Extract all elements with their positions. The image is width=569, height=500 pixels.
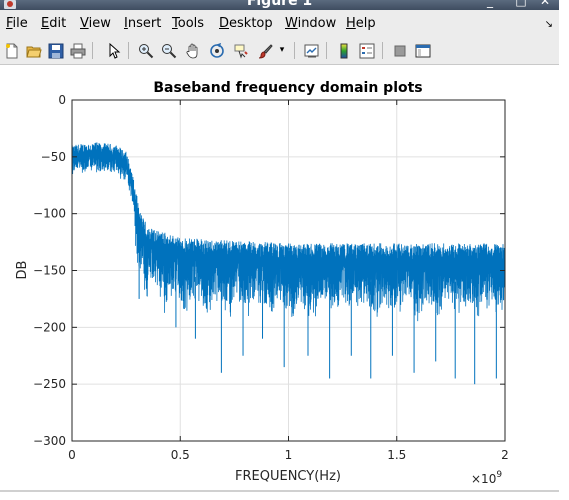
x-tick-label: 0.5 bbox=[171, 448, 190, 462]
zoom-out-icon[interactable] bbox=[159, 41, 178, 60]
edit-plot-arrow-icon[interactable] bbox=[104, 41, 123, 60]
menubar: File Edit View Insert Tools Desktop Wind… bbox=[0, 10, 559, 37]
y-tick-label: −200 bbox=[33, 320, 66, 334]
data-layer bbox=[71, 142, 506, 385]
x-exponent-label: ×109 bbox=[471, 470, 502, 486]
show-plot-tools-icon[interactable] bbox=[413, 41, 432, 60]
y-tick-label: −300 bbox=[33, 434, 66, 448]
figure-toolbar: ▾ bbox=[0, 37, 559, 65]
plot-title: Baseband frequency domain plots bbox=[153, 80, 422, 96]
pan-hand-icon[interactable] bbox=[183, 41, 202, 60]
x-tick-label: 1.5 bbox=[387, 448, 406, 462]
colorbar-icon[interactable] bbox=[334, 41, 353, 60]
menu-tools[interactable]: Tools bbox=[172, 16, 205, 31]
window-titlebar: Figure 1 _ □ ✕ bbox=[0, 0, 559, 10]
menu-window[interactable]: Window bbox=[285, 16, 337, 31]
maximize-icon[interactable]: □ bbox=[515, 0, 527, 8]
spectrum-trace bbox=[71, 142, 506, 322]
minimize-icon[interactable]: _ bbox=[487, 0, 493, 8]
undock-arrow-icon[interactable]: ↘ bbox=[544, 19, 553, 30]
menu-insert[interactable]: Insert bbox=[124, 16, 162, 31]
window-bottom-edge bbox=[0, 490, 559, 492]
y-tick-label: 0 bbox=[58, 93, 66, 107]
brush-icon[interactable] bbox=[256, 41, 275, 60]
zoom-in-icon[interactable] bbox=[136, 41, 155, 60]
new-figure-icon[interactable] bbox=[2, 41, 21, 60]
figure-canvas[interactable]: 0 0.5 1 1.5 2 0 −50 −100 −150 −200 −250 −300 Baseba… bbox=[0, 65, 559, 496]
x-tick-label: 0 bbox=[68, 448, 76, 462]
y-tick-label: −150 bbox=[33, 264, 66, 278]
y-tick-label: −250 bbox=[33, 377, 66, 391]
print-icon[interactable] bbox=[68, 41, 87, 60]
menu-file[interactable]: File bbox=[6, 16, 28, 31]
menu-view[interactable]: View bbox=[80, 16, 111, 31]
x-tick-label: 2 bbox=[501, 448, 509, 462]
link-plot-icon[interactable] bbox=[302, 41, 321, 60]
x-axis-label: FREQUENCY(Hz) bbox=[235, 469, 341, 484]
y-axis-label: DB bbox=[15, 261, 30, 280]
hide-plot-tools-icon[interactable] bbox=[390, 41, 409, 60]
menu-help[interactable]: Help bbox=[346, 16, 376, 31]
legend-icon[interactable] bbox=[357, 41, 376, 60]
rotate-3d-icon[interactable] bbox=[207, 41, 226, 60]
line-plot[interactable]: 0 0.5 1 1.5 2 0 −50 −100 −150 −200 −250 −300 Baseba… bbox=[0, 65, 559, 496]
x-tick-label: 1 bbox=[285, 448, 293, 462]
save-icon[interactable] bbox=[46, 41, 65, 60]
tick-layer: 0 0.5 1 1.5 2 0 −50 −100 −150 −200 −250 −300 bbox=[33, 93, 509, 462]
y-tick-label: −50 bbox=[41, 150, 66, 164]
menu-desktop[interactable]: Desktop bbox=[219, 16, 273, 31]
menu-edit[interactable]: Edit bbox=[41, 16, 67, 31]
close-icon[interactable]: ✕ bbox=[539, 0, 551, 8]
open-file-icon[interactable] bbox=[24, 41, 43, 60]
chevron-down-icon[interactable]: ▾ bbox=[279, 45, 285, 55]
window-right-edge bbox=[559, 0, 569, 496]
window-title: Figure 1 bbox=[246, 0, 313, 9]
data-cursor-icon[interactable] bbox=[231, 41, 250, 60]
y-tick-label: −100 bbox=[33, 207, 66, 221]
matlab-logo-icon bbox=[4, 0, 16, 9]
